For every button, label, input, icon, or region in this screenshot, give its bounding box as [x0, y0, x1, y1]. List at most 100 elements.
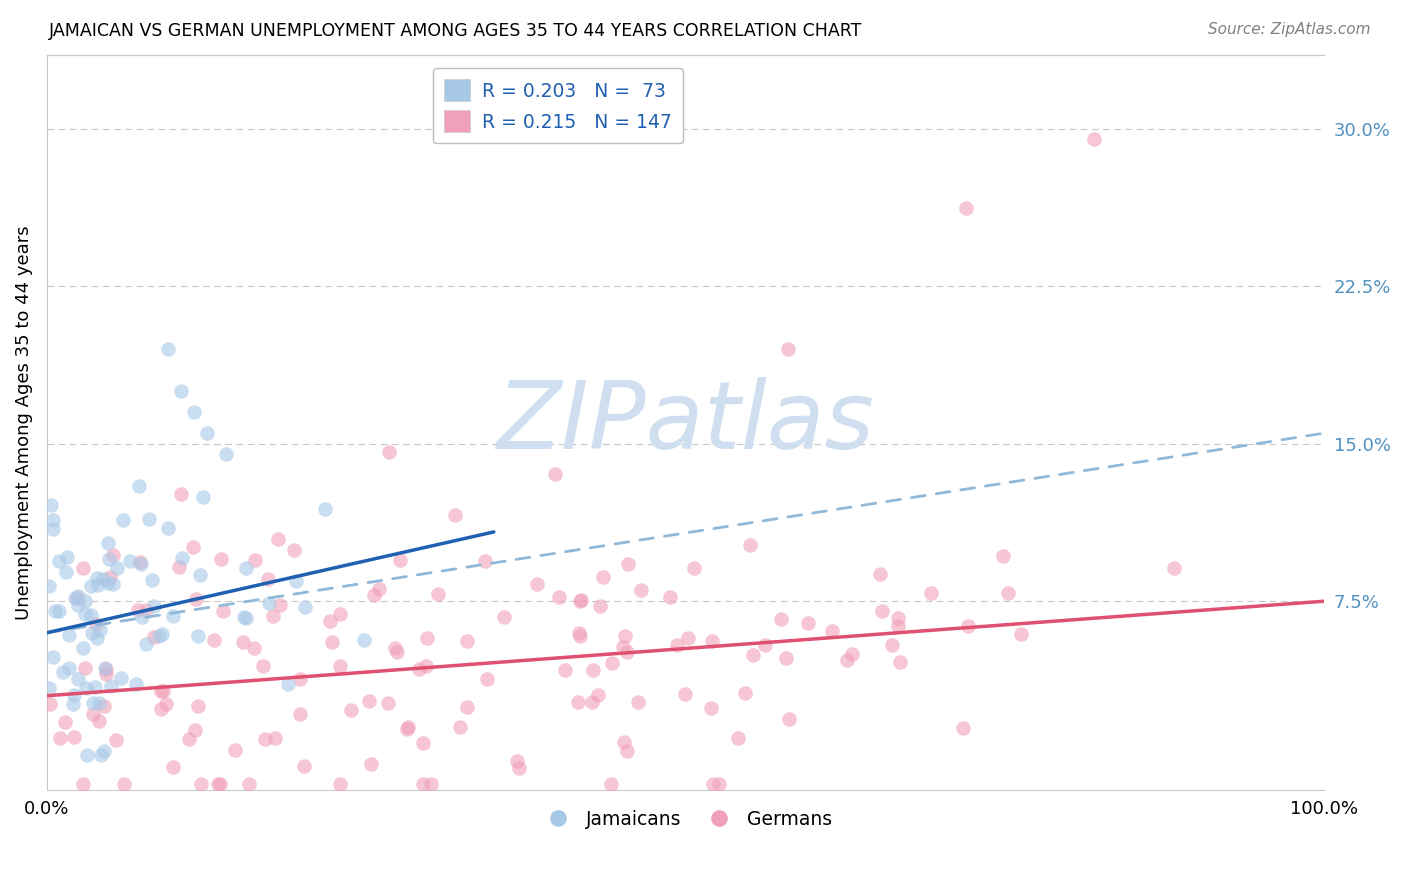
- Point: [835, 653, 858, 667]
- Point: [89, 623, 111, 637]
- Point: [797, 615, 820, 630]
- Text: Source: ZipAtlas.com: Source: ZipAtlas.com: [1208, 22, 1371, 37]
- Point: [388, 553, 411, 567]
- Point: [727, 731, 749, 745]
- Point: [42, 513, 65, 527]
- Point: [288, 706, 311, 721]
- Point: [100, 679, 122, 693]
- Point: [702, 634, 724, 648]
- Point: [821, 624, 844, 638]
- Point: [238, 777, 260, 791]
- Point: [329, 777, 352, 791]
- Point: [63, 731, 86, 745]
- Point: [93, 744, 115, 758]
- Point: [474, 554, 496, 568]
- Point: [82, 706, 104, 721]
- Point: [152, 683, 174, 698]
- Point: [353, 633, 375, 648]
- Point: [252, 659, 274, 673]
- Point: [321, 634, 343, 648]
- Point: [142, 630, 165, 644]
- Point: [66, 591, 89, 606]
- Point: [110, 671, 132, 685]
- Point: [188, 568, 211, 582]
- Point: [72, 777, 94, 791]
- Point: [56, 549, 79, 564]
- Point: [150, 684, 173, 698]
- Point: [775, 651, 797, 665]
- Point: [98, 570, 121, 584]
- Point: [290, 673, 312, 687]
- Point: [412, 736, 434, 750]
- Point: [93, 661, 115, 675]
- Point: [97, 576, 120, 591]
- Point: [41, 522, 63, 536]
- Point: [162, 760, 184, 774]
- Point: [193, 490, 215, 504]
- Point: [702, 777, 724, 791]
- Point: [508, 761, 530, 775]
- Point: [319, 614, 342, 628]
- Point: [754, 638, 776, 652]
- Point: [378, 445, 401, 459]
- Point: [581, 695, 603, 709]
- Point: [456, 699, 478, 714]
- Point: [75, 681, 97, 695]
- Point: [600, 656, 623, 670]
- Point: [232, 610, 254, 624]
- Point: [181, 541, 204, 555]
- Point: [75, 594, 97, 608]
- Point: [167, 560, 190, 574]
- Point: [62, 697, 84, 711]
- Point: [889, 655, 911, 669]
- Point: [129, 557, 152, 571]
- Point: [125, 677, 148, 691]
- Point: [128, 479, 150, 493]
- Point: [492, 610, 515, 624]
- Point: [184, 591, 207, 606]
- Point: [329, 607, 352, 622]
- Point: [148, 629, 170, 643]
- Point: [870, 604, 893, 618]
- Point: [384, 640, 406, 655]
- Point: [212, 604, 235, 618]
- Point: [614, 629, 637, 643]
- Point: [569, 592, 592, 607]
- Point: [617, 557, 640, 571]
- Point: [630, 583, 652, 598]
- Point: [72, 560, 94, 574]
- Point: [314, 501, 336, 516]
- Point: [957, 619, 980, 633]
- Point: [544, 467, 567, 482]
- Point: [683, 561, 706, 575]
- Point: [127, 603, 149, 617]
- Point: [97, 551, 120, 566]
- Point: [232, 635, 254, 649]
- Point: [254, 732, 277, 747]
- Point: [155, 697, 177, 711]
- Point: [142, 599, 165, 614]
- Point: [412, 777, 434, 791]
- Point: [170, 551, 193, 566]
- Point: [80, 607, 103, 622]
- Point: [567, 695, 589, 709]
- Point: [568, 629, 591, 643]
- Point: [340, 703, 363, 717]
- Point: [87, 714, 110, 728]
- Point: [600, 777, 623, 791]
- Point: [395, 723, 418, 737]
- Point: [38, 681, 60, 695]
- Point: [80, 579, 103, 593]
- Point: [416, 632, 439, 646]
- Point: [666, 638, 689, 652]
- Point: [880, 638, 903, 652]
- Point: [627, 695, 650, 709]
- Point: [776, 342, 799, 356]
- Point: [887, 619, 910, 633]
- Point: [991, 549, 1014, 563]
- Point: [141, 573, 163, 587]
- Text: JAMAICAN VS GERMAN UNEMPLOYMENT AMONG AGES 35 TO 44 YEARS CORRELATION CHART: JAMAICAN VS GERMAN UNEMPLOYMENT AMONG AG…: [49, 22, 863, 40]
- Point: [76, 747, 98, 762]
- Point: [157, 342, 180, 356]
- Point: [738, 539, 761, 553]
